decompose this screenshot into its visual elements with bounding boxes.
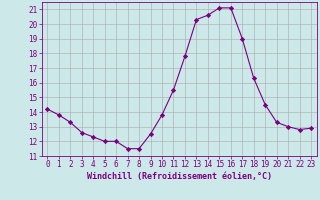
X-axis label: Windchill (Refroidissement éolien,°C): Windchill (Refroidissement éolien,°C)	[87, 172, 272, 181]
